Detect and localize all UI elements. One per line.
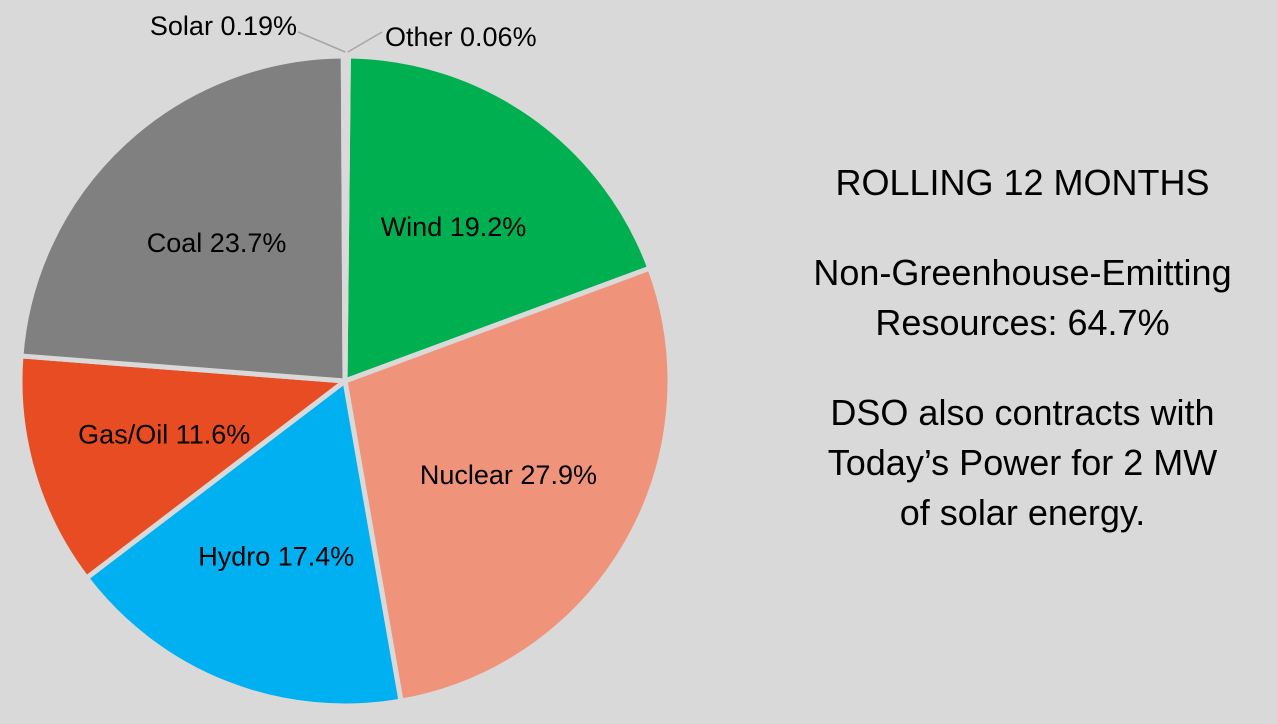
resources-line-1: Non-Greenhouse-Emitting xyxy=(813,252,1232,293)
resources-line-2: Resources: 64.7% xyxy=(875,302,1170,343)
note-line-2: Today’s Power for 2 MW xyxy=(827,442,1218,483)
pie-labels: Wind 19.2% Nuclear 27.9% Hydro 17.4% Gas/Oi… xyxy=(78,11,597,572)
label-hydro: Hydro 17.4% xyxy=(198,542,354,572)
note-line-1: DSO also contracts with xyxy=(830,392,1215,433)
label-other: Other 0.06% xyxy=(385,22,537,52)
pie-chart: Wind 19.2% Nuclear 27.9% Hydro 17.4% Gas/Oi… xyxy=(17,11,673,709)
callout-line-solar xyxy=(297,31,346,53)
side-panel: ROLLING 12 MONTHS Non-Greenhouse-Emittin… xyxy=(770,158,1275,538)
slice-hydro xyxy=(84,378,404,709)
label-nuclear: Nuclear 27.9% xyxy=(420,460,597,490)
callout-lines xyxy=(297,31,383,53)
slice-gas-oil xyxy=(17,353,348,581)
slice-wind xyxy=(342,53,653,384)
note-line-3: of solar energy. xyxy=(899,492,1146,533)
slice-nuclear xyxy=(342,265,673,704)
pie-slices xyxy=(17,53,673,709)
panel-heading: ROLLING 12 MONTHS xyxy=(835,162,1210,203)
callout-line-other xyxy=(347,31,383,53)
slice-coal xyxy=(18,53,348,384)
label-gas-oil: Gas/Oil 11.6% xyxy=(78,419,250,449)
slice-other xyxy=(342,53,351,384)
label-wind: Wind 19.2% xyxy=(381,212,527,242)
label-coal: Coal 23.7% xyxy=(147,228,287,258)
label-solar: Solar 0.19% xyxy=(150,11,297,41)
